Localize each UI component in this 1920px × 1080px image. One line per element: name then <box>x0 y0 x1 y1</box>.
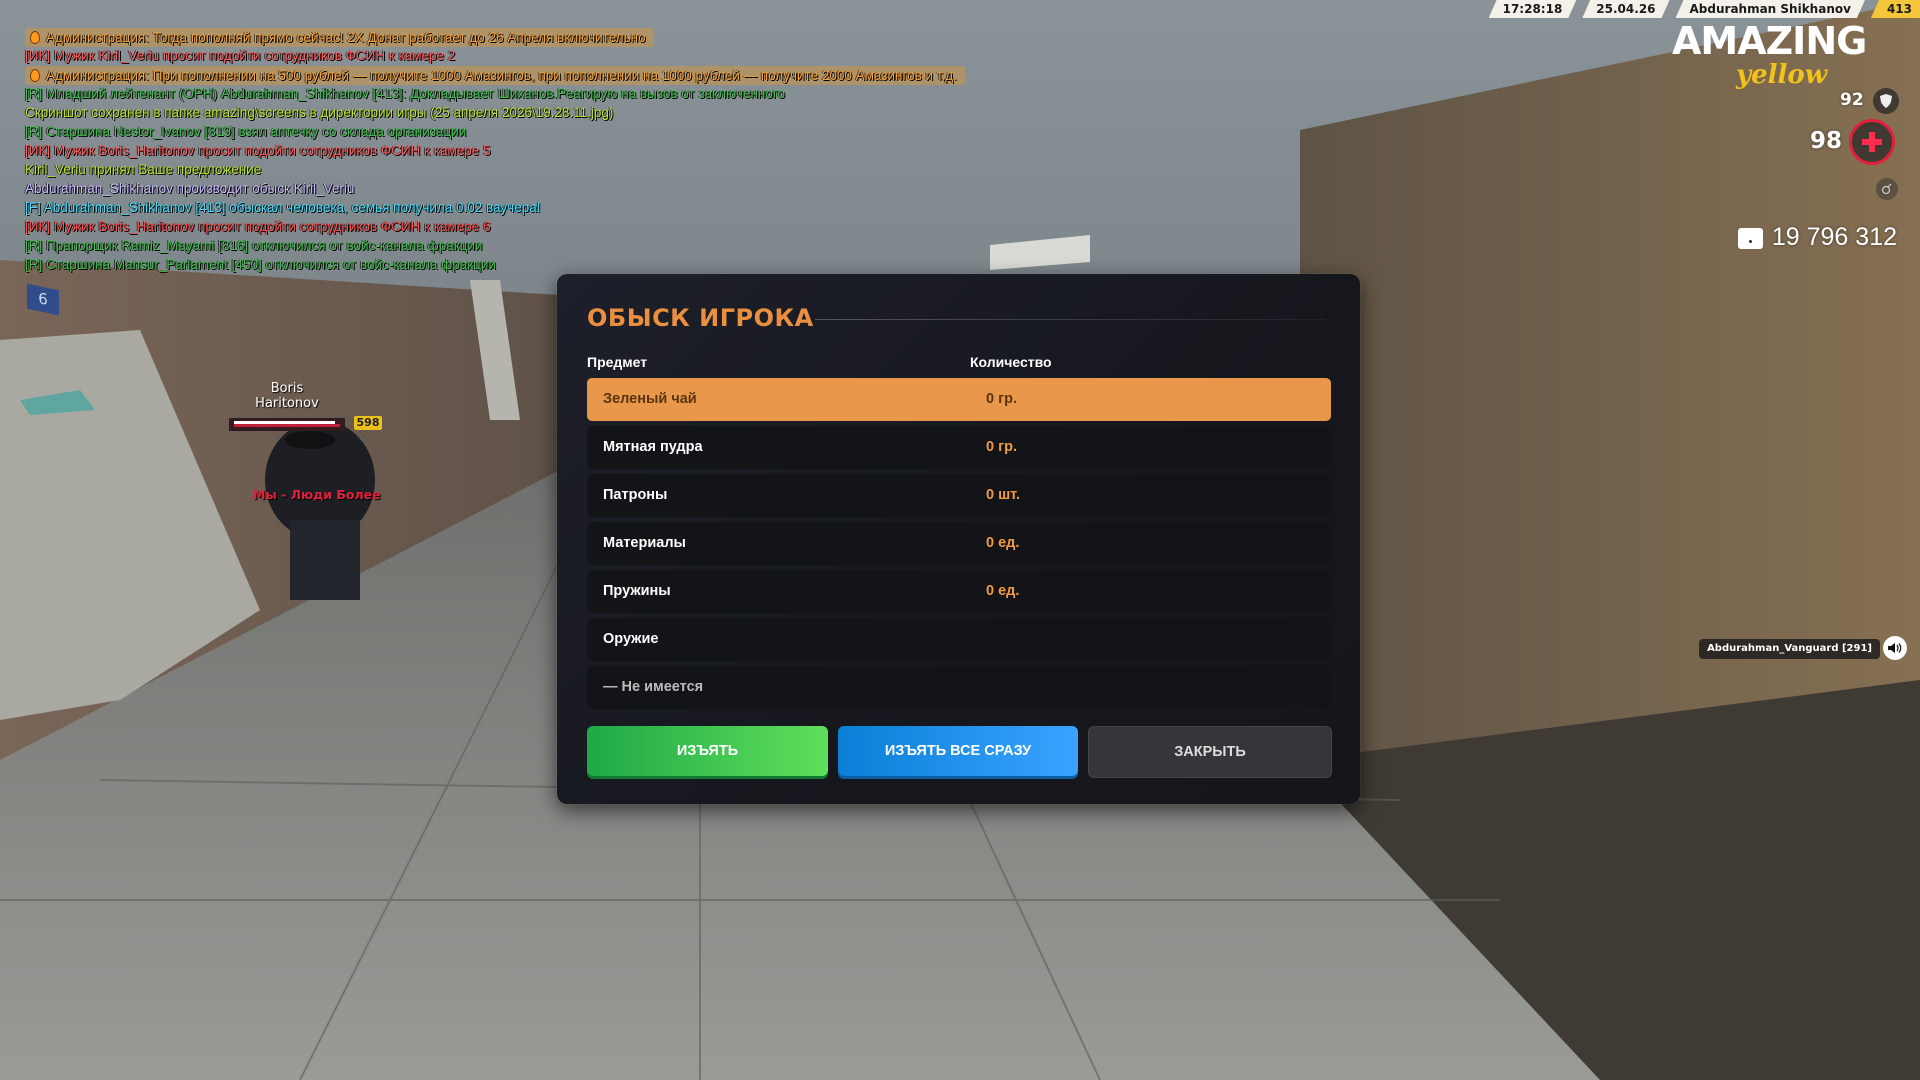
item-quantity: 0 шт. <box>986 487 1021 503</box>
npc-health-bar <box>229 418 345 431</box>
npc-faction-tag: Мы - Люди Более <box>253 487 381 502</box>
column-header-item: Предмет <box>587 354 648 370</box>
chat-message: Abdurahman_Shikhanov производит обыск Ki… <box>25 181 355 196</box>
chat-message: [R] Старшина Mansur_Parlament [450] откл… <box>25 257 496 272</box>
armor-value: 92 <box>1840 90 1864 110</box>
chat-message: [ИК] Мужик Boris_Haritonov просит подойт… <box>25 219 491 234</box>
chat-log: Администрация: Тогда пополняй прямо сейч… <box>25 27 965 274</box>
table-row[interactable]: Оружие <box>587 618 1331 661</box>
item-quantity: 0 ед. <box>986 583 1020 599</box>
player-id: 413 <box>1870 0 1920 18</box>
health-value: 98 <box>1810 128 1843 154</box>
chat-message: Kiril_Veriu принял Ваше предложение <box>25 162 262 177</box>
chat-message: [R] Младший лейтенант (ОРН) Abdurahman_S… <box>25 86 786 101</box>
table-row[interactable]: Патроны 0 шт. <box>587 474 1331 517</box>
chat-message: Администрация: При пополнении на 500 руб… <box>25 66 965 85</box>
title-divider <box>815 319 1325 320</box>
close-button[interactable]: ЗАКРЫТЬ <box>1088 726 1332 778</box>
chat-message: [ИК] Мужик Kiril_Veriu просит подойти со… <box>25 48 456 63</box>
clock-time: 17:28:18 <box>1489 0 1577 18</box>
item-name: Зеленый чай <box>603 391 697 407</box>
search-player-dialog: ОБЫСК ИГРОКА Предмет Количество Зеленый … <box>557 274 1360 804</box>
player-name: Abdurahman Shikhanov <box>1676 0 1865 18</box>
confiscate-button[interactable]: ИЗЪЯТЬ <box>587 726 828 776</box>
speaker-icon <box>1883 636 1907 660</box>
table-row[interactable]: — Не имеется <box>587 666 1331 709</box>
wallet-icon <box>1738 228 1763 249</box>
fire-drop-icon <box>31 70 39 81</box>
item-name: Оружие <box>603 631 659 647</box>
dialog-title: ОБЫСК ИГРОКА <box>587 304 814 332</box>
money-value: 19 796 312 <box>1771 223 1897 251</box>
chat-message: [R] Прапорщик Ramiz_Mayami [816] отключи… <box>25 238 483 253</box>
voice-chat-indicator: Abdurahman_Vanguard [291] <box>1699 639 1880 659</box>
item-name: Патроны <box>603 487 668 503</box>
npc-nametag: Boris Haritonov <box>255 381 319 411</box>
date: 25.04.26 <box>1582 0 1669 18</box>
item-name: Материалы <box>603 535 686 551</box>
top-status-bar: 17:28:18 25.04.26 Abdurahman Shikhanov 4… <box>1483 0 1920 18</box>
table-row[interactable]: Пружины 0 ед. <box>587 570 1331 613</box>
plus-icon <box>1849 119 1895 165</box>
item-quantity: 0 гр. <box>986 391 1018 407</box>
npc-character <box>265 420 375 600</box>
column-header-quantity: Количество <box>970 354 1052 370</box>
item-quantity: 0 ед. <box>986 535 1020 551</box>
item-name: — Не имеется <box>603 679 704 695</box>
chat-message: Скриншот сохранен в папке amazing\screen… <box>25 105 614 120</box>
fire-drop-icon <box>31 32 39 43</box>
item-name: Мятная пудра <box>603 439 703 455</box>
npc-level-badge: 598 <box>354 416 382 430</box>
chat-message: [R] Старшина Nestor_Ivanov [819] взял ап… <box>25 124 467 139</box>
item-name: Пружины <box>603 583 671 599</box>
confiscate-all-button[interactable]: ИЗЪЯТЬ ВСЕ СРАЗУ <box>838 726 1078 776</box>
chat-message: [ИК] Мужик Boris_Haritonov просит подойт… <box>25 143 491 158</box>
table-row[interactable]: Мятная пудра 0 гр. <box>587 426 1331 469</box>
table-row[interactable]: Материалы 0 ед. <box>587 522 1331 565</box>
chat-message: [F] Abdurahman_Shikhanov [413] обыскал ч… <box>25 200 541 215</box>
hunger-icon <box>1876 178 1898 200</box>
amazing-yellow-logo: AMAZING yellow <box>1672 19 1867 90</box>
item-quantity: 0 гр. <box>986 439 1018 455</box>
shield-icon <box>1873 88 1899 114</box>
chat-message: Администрация: Тогда пополняй прямо сейч… <box>25 28 654 47</box>
table-row[interactable]: Зеленый чай 0 гр. <box>587 378 1331 421</box>
